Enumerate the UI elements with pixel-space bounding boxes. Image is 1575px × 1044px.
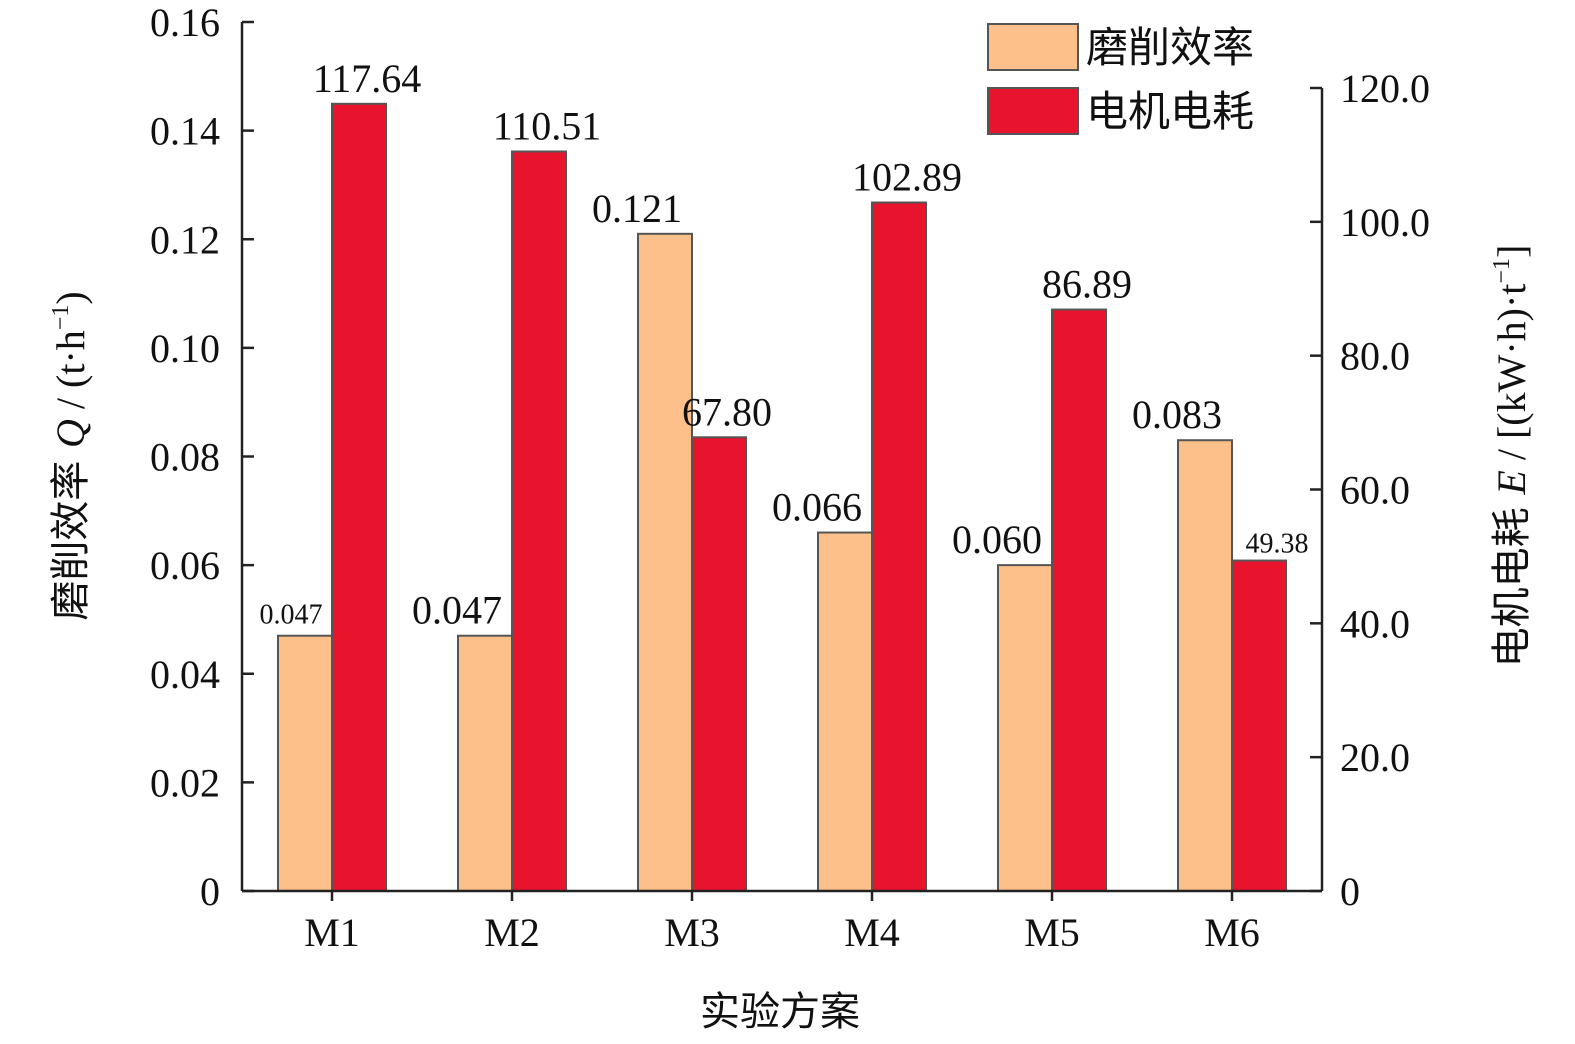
data-label-energy-M5: 86.89 <box>1042 262 1132 307</box>
x-axis-title: 实验方案 <box>700 989 860 1035</box>
left-axis-title-end: ) <box>48 291 93 304</box>
bar-efficiency-M2 <box>457 634 513 893</box>
bar-energy-M2 <box>511 150 567 893</box>
legend-label-efficiency: 磨削效率 <box>1086 23 1254 72</box>
data-label-energy-M4: 102.89 <box>852 154 962 199</box>
bar-efficiency-M1 <box>277 634 333 893</box>
right-axis-title-var: E <box>1489 470 1534 495</box>
bar-energy-M4 <box>871 201 927 892</box>
bar-energy-M6 <box>1231 559 1287 892</box>
bar-efficiency-M3 <box>637 232 693 893</box>
axes-layer <box>240 22 1324 893</box>
x-tick-label-M1: M1 <box>304 910 360 955</box>
left-axis-title-var: Q <box>48 419 93 448</box>
data-label-efficiency-M5: 0.060 <box>952 517 1042 562</box>
left-axis-title-sup: −1 <box>48 305 74 331</box>
data-label-efficiency-M4: 0.066 <box>772 485 862 530</box>
right-tick-label: 0 <box>1340 869 1360 914</box>
left-tick-label: 0.04 <box>150 652 220 697</box>
right-axis-title-sup: −1 <box>1489 258 1515 284</box>
legend-swatch-efficiency <box>987 23 1079 71</box>
left-tick-label: 0.10 <box>150 326 220 371</box>
bar-efficiency-M6 <box>1177 439 1233 892</box>
bar-energy-M1 <box>331 102 387 892</box>
left-tick-label: 0.16 <box>150 0 220 45</box>
bar-efficiency-M4 <box>817 531 873 892</box>
right-axis-title: 电机电耗 E / [(kW·h)·t−1] <box>1489 245 1535 668</box>
data-label-energy-M6: 49.38 <box>1246 529 1309 560</box>
right-tick-label: 100.0 <box>1340 200 1430 245</box>
left-axis-title-pre: 磨削效率 <box>48 448 94 621</box>
x-ticks: M1 M2 M3 M4 M5 M6 <box>304 891 1260 955</box>
bars-layer <box>277 102 1287 893</box>
left-axis-title-post: / (t·h <box>48 330 93 419</box>
left-tick-label: 0.12 <box>150 217 220 262</box>
bar-energy-M3 <box>691 436 747 892</box>
left-axis-title: 磨削效率 Q / (t·h−1) <box>48 291 94 620</box>
left-tick-label: 0.06 <box>150 543 220 588</box>
right-axis-title-end: ] <box>1489 245 1534 258</box>
data-label-efficiency-M1: 0.047 <box>260 600 323 631</box>
legend: 磨削效率 电机电耗 <box>987 23 1254 136</box>
left-tick-label: 0.02 <box>150 760 220 805</box>
x-tick-label-M6: M6 <box>1204 910 1260 955</box>
right-tick-label: 20.0 <box>1340 735 1410 780</box>
bar-efficiency-M5 <box>997 564 1053 892</box>
right-tick-label: 80.0 <box>1340 334 1410 379</box>
right-tick-label: 40.0 <box>1340 601 1410 646</box>
right-tick-label: 120.0 <box>1340 66 1430 111</box>
left-tick-label: 0.14 <box>150 109 220 154</box>
right-axis-title-post: / [(kW·h)·t <box>1489 284 1534 471</box>
data-label-energy-M1: 117.64 <box>313 56 422 101</box>
data-label-energy-M2: 110.51 <box>493 104 602 149</box>
data-label-efficiency-M6: 0.083 <box>1132 392 1222 437</box>
x-tick-label-M3: M3 <box>664 910 720 955</box>
bar-energy-M5 <box>1051 308 1107 892</box>
x-tick-label-M4: M4 <box>844 910 900 955</box>
legend-label-energy: 电机电耗 <box>1086 87 1254 136</box>
x-tick-label-M5: M5 <box>1024 910 1080 955</box>
data-label-efficiency-M3: 0.121 <box>592 186 682 231</box>
right-ticks: 0 20.0 40.0 60.0 80.0 100.0 120.0 <box>1310 66 1430 914</box>
data-labels: 0.047 117.64 0.047 110.51 0.121 67.80 0.066 102… <box>260 56 1309 633</box>
right-axis-title-pre: 电机电耗 <box>1489 495 1535 668</box>
left-tick-label: 0.08 <box>150 435 220 480</box>
right-tick-label: 60.0 <box>1340 468 1410 513</box>
legend-swatch-energy <box>987 87 1079 135</box>
x-tick-label-M2: M2 <box>484 910 540 955</box>
left-ticks: 0 0.02 0.04 0.06 0.08 0.10 0.12 0.14 0.16 <box>150 0 254 914</box>
data-label-efficiency-M2: 0.047 <box>412 588 502 633</box>
data-label-energy-M3: 67.80 <box>682 389 772 434</box>
left-tick-label: 0 <box>200 869 220 914</box>
